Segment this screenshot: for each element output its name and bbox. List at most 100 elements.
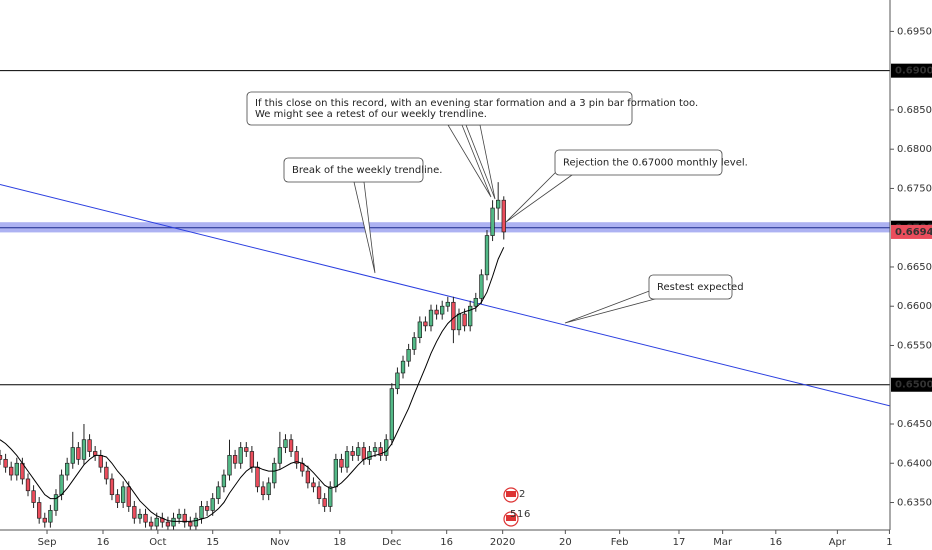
- candle-body: [328, 486, 333, 507]
- candle-body: [148, 521, 154, 527]
- candle-body: [389, 388, 394, 441]
- candle-body: [126, 486, 131, 507]
- candle-body: [272, 462, 277, 484]
- candle-body: [221, 474, 227, 488]
- candle-body: [93, 451, 98, 456]
- candle-body: [232, 455, 238, 464]
- candle-body: [193, 517, 199, 527]
- level-label-box: [891, 377, 932, 392]
- candle-body: [37, 502, 42, 519]
- candle-body: [501, 199, 506, 233]
- y-axis-panel: [890, 0, 932, 550]
- candle-body: [462, 313, 467, 327]
- candle-body: [451, 301, 456, 331]
- candle-body: [171, 517, 176, 527]
- x-tick-label: Apr: [829, 537, 847, 548]
- candle-body: [137, 513, 143, 519]
- x-tick-label: 1: [886, 537, 892, 548]
- callout-box: [283, 157, 424, 183]
- candle-body: [0, 455, 3, 460]
- candle-body: [87, 439, 92, 452]
- price-label-box: [891, 224, 932, 239]
- candle-body: [31, 490, 36, 503]
- candle-body: [288, 439, 294, 452]
- candle-body: [294, 451, 299, 464]
- candle-body: [445, 301, 450, 307]
- candle-body: [434, 309, 439, 315]
- candle-body: [182, 513, 187, 523]
- candle-body: [199, 506, 204, 519]
- candle-body: [322, 498, 327, 507]
- candle-body: [473, 298, 478, 307]
- callout-text: Rejection the 0.67000 monthly level.: [563, 158, 748, 169]
- candle-body: [227, 455, 232, 476]
- price-label: 0.66946: [895, 227, 932, 238]
- event-flag: [506, 515, 516, 521]
- candle-body: [65, 462, 70, 476]
- candle-body: [98, 455, 103, 468]
- x-tick-label: Sep: [38, 537, 57, 548]
- candle-body: [25, 478, 31, 492]
- annotations: If this close on this record, with an ev…: [246, 91, 748, 324]
- x-tick-label: 16: [769, 537, 782, 548]
- candle-body: [406, 349, 411, 362]
- x-tick-label: 2020: [490, 537, 515, 548]
- candle-body: [3, 458, 8, 468]
- event-count: 5: [510, 509, 516, 520]
- candle-body: [216, 486, 221, 499]
- callout-box: [648, 274, 733, 300]
- event-count: 2: [519, 489, 525, 500]
- x-tick-label: Oct: [149, 537, 166, 548]
- candle-body: [76, 447, 81, 460]
- candle-body: [120, 486, 126, 503]
- candle-body: [109, 478, 115, 496]
- candle-body: [372, 447, 378, 452]
- candle-body: [339, 458, 344, 468]
- candle-body: [333, 458, 338, 488]
- x-axis-panel: [0, 530, 932, 550]
- candle-body: [479, 274, 484, 299]
- candle-body: [423, 321, 428, 327]
- x-tick-label: Dec: [382, 537, 401, 548]
- candle-body: [42, 517, 47, 523]
- callout-box: [554, 149, 723, 176]
- candle-body: [53, 494, 59, 511]
- candle-body: [496, 199, 501, 209]
- event-count: 6: [524, 509, 530, 520]
- candle-body: [14, 462, 19, 476]
- candle-body: [283, 439, 288, 448]
- candle-body: [59, 474, 64, 496]
- candle-body: [277, 447, 283, 464]
- callout-text: We might see a retest of our weekly tren…: [255, 109, 487, 120]
- candle-body: [412, 337, 417, 350]
- candle-body: [238, 447, 243, 464]
- x-tick-label: Nov: [270, 537, 290, 548]
- candle-body: [132, 506, 137, 519]
- candle-body: [204, 506, 210, 511]
- x-tick-label: Mar: [713, 537, 733, 548]
- candle-body: [468, 305, 473, 327]
- candle-body: [9, 466, 14, 476]
- candle-body: [395, 372, 400, 390]
- candle-body: [266, 482, 271, 496]
- x-tick-label: 16: [440, 537, 453, 548]
- event-count: 1: [517, 509, 523, 520]
- level-label-box: [891, 63, 932, 78]
- candle-body: [428, 309, 434, 327]
- candle-body: [81, 439, 87, 460]
- candle-body: [249, 451, 255, 468]
- x-tick-label: 16: [97, 537, 110, 548]
- callout-box: [246, 91, 633, 126]
- x-tick-label: 20: [559, 537, 572, 548]
- candle-body: [260, 486, 266, 496]
- candle-body: [143, 513, 148, 523]
